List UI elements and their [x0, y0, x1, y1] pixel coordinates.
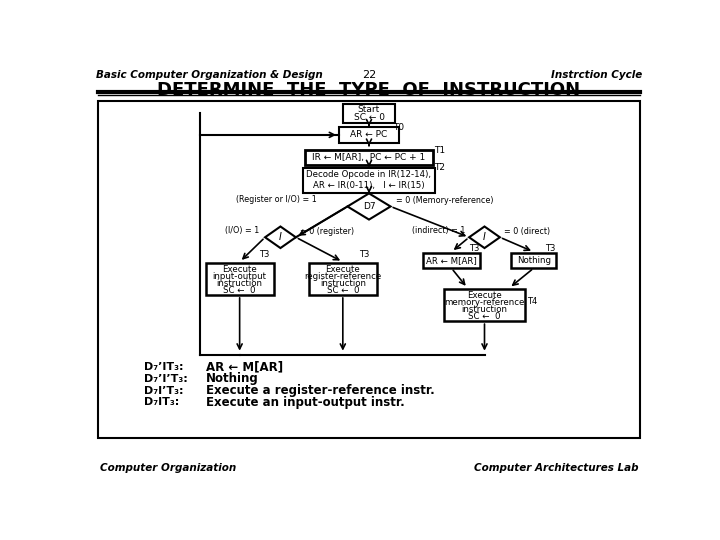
FancyBboxPatch shape [303, 168, 435, 193]
Text: SC ← 0: SC ← 0 [354, 113, 384, 122]
Polygon shape [265, 226, 296, 248]
Text: AR ← M[AR]: AR ← M[AR] [206, 361, 283, 374]
Text: Execute a register-reference instr.: Execute a register-reference instr. [206, 384, 434, 397]
Text: AR ← PC: AR ← PC [351, 130, 387, 139]
FancyBboxPatch shape [206, 262, 274, 295]
Text: = 0 (Memory-reference): = 0 (Memory-reference) [396, 196, 493, 205]
Text: (Register or I/O) = 1: (Register or I/O) = 1 [236, 195, 317, 204]
Text: 22: 22 [362, 70, 376, 80]
FancyBboxPatch shape [98, 101, 640, 438]
Text: T3: T3 [546, 244, 556, 253]
Text: Decode Opcode in IR(12-14),: Decode Opcode in IR(12-14), [307, 171, 431, 179]
FancyBboxPatch shape [339, 127, 399, 143]
Text: memory-reference: memory-reference [444, 298, 525, 307]
Text: T0: T0 [392, 123, 404, 132]
Text: (I/O) = 1: (I/O) = 1 [225, 226, 259, 235]
FancyBboxPatch shape [343, 104, 395, 123]
Text: I: I [279, 232, 282, 242]
Text: T1: T1 [434, 146, 446, 155]
Text: Execute: Execute [467, 291, 502, 300]
Polygon shape [469, 226, 500, 248]
Text: (indirect) = 1: (indirect) = 1 [412, 226, 465, 235]
Text: D₇I’T₃:: D₇I’T₃: [144, 386, 184, 395]
Text: SC ←  0: SC ← 0 [223, 286, 256, 295]
Text: instruction: instruction [462, 305, 508, 314]
Text: Basic Computer Organization & Design: Basic Computer Organization & Design [96, 70, 323, 80]
Text: Nothing: Nothing [517, 256, 551, 265]
Text: T3: T3 [469, 244, 480, 253]
Text: T3: T3 [259, 251, 269, 260]
FancyBboxPatch shape [444, 289, 525, 321]
Text: instruction: instruction [320, 279, 366, 288]
Polygon shape [348, 193, 390, 220]
Text: Execute an input-output instr.: Execute an input-output instr. [206, 396, 405, 409]
Text: D₇’IT₃:: D₇’IT₃: [144, 362, 184, 373]
Text: Execute: Execute [325, 265, 360, 274]
Text: SC ←  0: SC ← 0 [468, 312, 500, 321]
Text: Start: Start [358, 105, 380, 114]
Text: D₇IT₃:: D₇IT₃: [144, 397, 179, 407]
Text: DETERMINE  THE  TYPE  OF  INSTRUCTION: DETERMINE THE TYPE OF INSTRUCTION [158, 81, 580, 99]
Text: Computer Organization: Computer Organization [99, 463, 235, 473]
Text: Instrction Cycle: Instrction Cycle [551, 70, 642, 80]
Text: I: I [483, 232, 486, 242]
Text: input-output: input-output [212, 272, 266, 281]
FancyBboxPatch shape [423, 253, 480, 268]
Text: T4: T4 [527, 296, 537, 306]
Text: Nothing: Nothing [206, 373, 258, 386]
Text: AR ← IR(0-11),   I ← IR(15): AR ← IR(0-11), I ← IR(15) [313, 181, 425, 190]
Text: instruction: instruction [217, 279, 263, 288]
Text: D7: D7 [363, 202, 375, 211]
Text: AR ← M[AR]: AR ← M[AR] [426, 256, 477, 265]
Text: D₇’I’T₃:: D₇’I’T₃: [144, 374, 188, 384]
FancyBboxPatch shape [511, 253, 556, 268]
Text: T2: T2 [434, 164, 446, 172]
Text: = 0 (direct): = 0 (direct) [504, 227, 550, 237]
FancyBboxPatch shape [305, 150, 433, 165]
FancyBboxPatch shape [309, 262, 377, 295]
Text: IR ← M[AR],  PC ← PC + 1: IR ← M[AR], PC ← PC + 1 [312, 153, 426, 161]
Text: Computer Architectures Lab: Computer Architectures Lab [474, 463, 639, 473]
Text: = 0 (register): = 0 (register) [300, 227, 354, 237]
Text: SC ←  0: SC ← 0 [327, 286, 359, 295]
Text: register-reference: register-reference [304, 272, 382, 281]
Text: Execute: Execute [222, 265, 257, 274]
Text: T3: T3 [359, 251, 369, 260]
